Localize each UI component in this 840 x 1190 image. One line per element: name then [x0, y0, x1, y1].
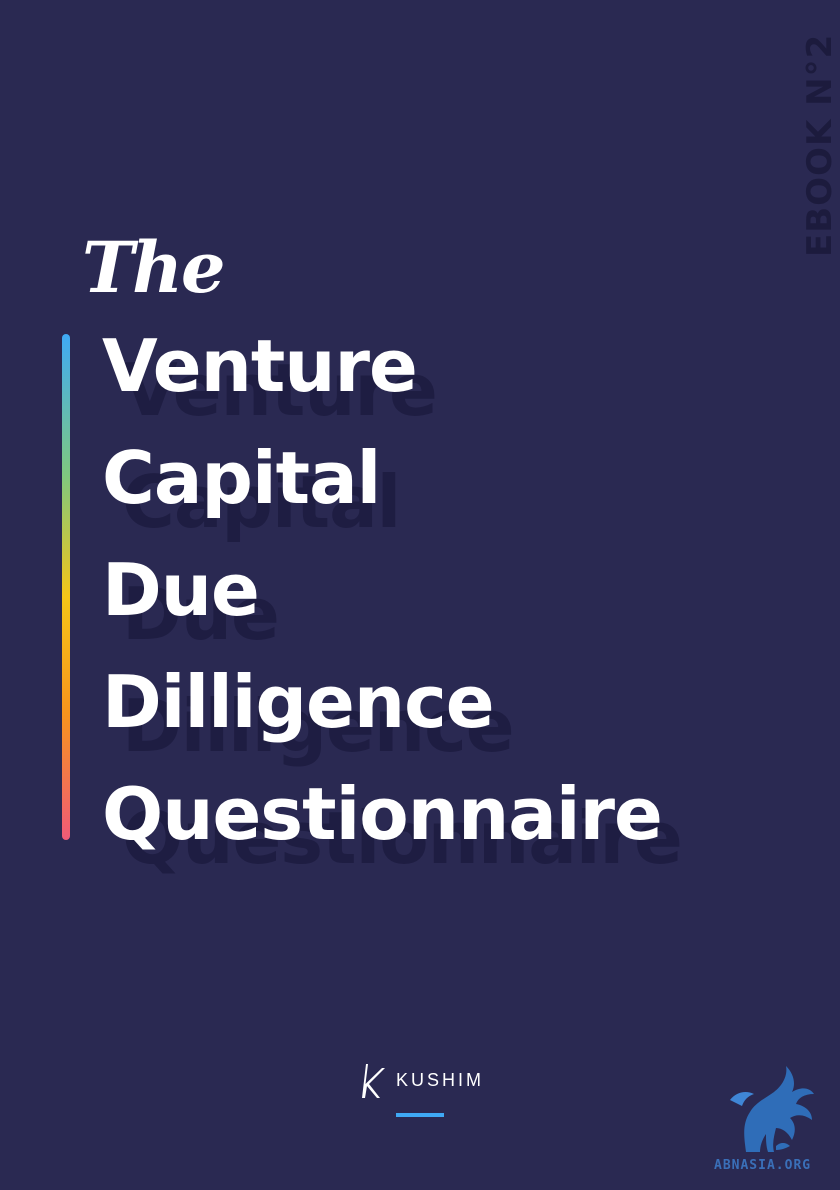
title-line-text: Capital	[102, 436, 381, 520]
ebook-number-label: EBOOK N°2	[800, 33, 840, 257]
title-line-shadow: Capital	[122, 460, 401, 544]
kushim-logo: KUSHIM	[356, 1060, 484, 1100]
title-line-text: Questionnaire	[102, 772, 663, 856]
title-line-text: Due	[102, 548, 260, 632]
title-line-shadow: Due	[122, 572, 280, 656]
title-line-text: Dilligence	[102, 660, 495, 744]
title-line-shadow: Venture	[122, 348, 438, 432]
publisher-name: KUSHIM	[396, 1070, 485, 1090]
watermark: ABNASIA.ORG	[710, 1062, 830, 1182]
watermark-text: ABNASIA.ORG	[714, 1158, 812, 1173]
griffin-logo-icon	[730, 1066, 814, 1152]
title-line-shadow: Questionnaire	[122, 796, 683, 880]
title-prefix: The	[82, 226, 226, 309]
title-line-text: Venture	[102, 324, 418, 408]
kushim-k-logo-icon	[362, 1064, 385, 1098]
title-line-shadow: Dilligence	[122, 684, 515, 768]
gradient-accent-bar	[62, 334, 70, 840]
logo-underline	[396, 1113, 444, 1117]
